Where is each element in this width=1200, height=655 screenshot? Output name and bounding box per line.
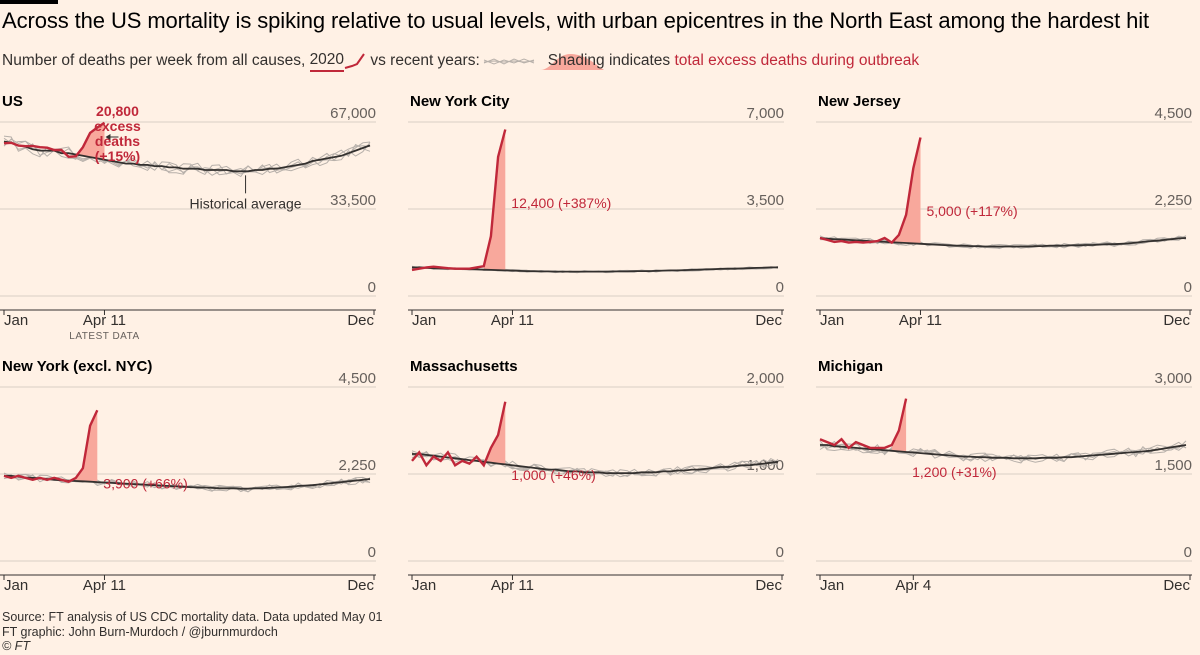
massachusetts-excess-label: 1,000 (+46%) [511, 467, 595, 483]
michigan-title: Michigan [818, 358, 883, 375]
new-york-city-x-tick-label: Apr 11 [491, 312, 534, 329]
us-historical-average-label: Historical average [190, 195, 302, 211]
us-recent-year-line [3, 140, 371, 175]
us-excess-label: deaths [95, 133, 140, 149]
us-y-tick-label: 33,500 [330, 192, 376, 209]
us-latest-data-label: LATEST DATA [69, 331, 139, 342]
michigan-historical-average-line [820, 444, 1187, 460]
new-jersey-title: New Jersey [818, 93, 901, 110]
us-title: US [2, 93, 23, 110]
new-jersey-x-tick-label: Jan [820, 312, 844, 329]
new-jersey-y-tick-label: 4,500 [1154, 105, 1192, 122]
massachusetts-line-2020 [411, 401, 507, 468]
us-excess-label: 20,800 [96, 103, 139, 119]
new-york-excl-nyc-excess-label: 3,900 (+66%) [103, 476, 187, 492]
source-note: Source: FT analysis of US CDC mortality … [2, 610, 383, 624]
michigan-x-tick-label: Dec [1163, 577, 1190, 594]
new-jersey-historical-average-line [819, 237, 1187, 248]
new-york-city-y-tick-label: 7,000 [746, 105, 784, 122]
new-york-excl-nyc-y-tick-label: 0 [368, 544, 376, 561]
us-excess-label: excess [94, 118, 141, 134]
us-x-tick-label: Jan [4, 312, 28, 329]
copyright: © FT [2, 639, 30, 653]
michigan-y-tick-label: 1,500 [1154, 457, 1192, 474]
subtitle: Number of deaths per week from all cause… [2, 50, 919, 72]
new-jersey-x-tick-label: Dec [1163, 312, 1190, 329]
shading-key-icon [539, 53, 604, 70]
new-york-city-line-2020 [411, 129, 507, 272]
new-york-city-x-tick-label: Dec [755, 312, 782, 329]
subtitle-text: Number of deaths per week from all cause… [2, 52, 306, 69]
page-title: Across the US mortality is spiking relat… [2, 8, 1150, 33]
us-excess-pointer-head [105, 134, 111, 140]
us-y-tick-label: 67,000 [330, 105, 376, 122]
us-x-tick-label: Apr 11 [83, 312, 126, 329]
new-jersey-y-tick-label: 2,250 [1154, 192, 1192, 209]
new-york-excl-nyc-y-tick-label: 4,500 [338, 370, 376, 387]
massachusetts-y-tick-label: 0 [776, 544, 784, 561]
graphic-credit: FT graphic: John Burn-Murdoch / @jburnmu… [2, 624, 278, 639]
us-y-tick-label: 0 [368, 279, 376, 296]
massachusetts-title: Massachusetts [410, 358, 518, 375]
new-york-excl-nyc-line-2020 [3, 409, 99, 483]
shading-indicates: indicates [608, 52, 671, 69]
michigan-x-tick-label: Apr 4 [895, 577, 931, 594]
massachusetts-y-tick-label: 2,000 [746, 370, 784, 387]
michigan-y-tick-label: 3,000 [1154, 370, 1192, 387]
us-excess-area [75, 122, 105, 160]
michigan-line-2020 [819, 398, 908, 450]
footer: Source: FT analysis of US CDC mortality … [2, 610, 383, 654]
massachusetts-x-tick-label: Apr 11 [491, 577, 534, 594]
us-x-tick-label: Dec [347, 312, 374, 329]
new-jersey-line-2020 [819, 137, 922, 245]
new-york-excl-nyc-x-tick-label: Jan [4, 577, 28, 594]
michigan-x-tick-label: Jan [820, 577, 844, 594]
new-york-city-y-tick-label: 0 [776, 279, 784, 296]
massachusetts-excess-area [483, 401, 506, 466]
new-york-city-historical-average-line [412, 266, 778, 273]
us-historical-average-line [3, 140, 371, 173]
new-jersey-excess-area [891, 137, 921, 244]
new-york-excl-nyc-x-tick-label: Apr 11 [83, 577, 126, 594]
new-york-excl-nyc-excess-area [75, 410, 98, 483]
massachusetts-x-tick-label: Jan [412, 577, 436, 594]
massachusetts-x-tick-label: Dec [755, 577, 782, 594]
new-york-city-excess-label: 12,400 (+387%) [511, 195, 611, 211]
us-excess-label: (+15%) [95, 148, 141, 164]
new-york-city-x-tick-label: Jan [412, 312, 436, 329]
new-jersey-y-tick-label: 0 [1184, 279, 1192, 296]
subtitle-year: 2020 [309, 51, 345, 72]
shading-word: Shading [547, 52, 605, 69]
line-2020-key-icon [344, 53, 365, 69]
new-york-excl-nyc-x-tick-label: Dec [347, 577, 374, 594]
massachusetts-recent-year-line [411, 451, 779, 477]
recent-years-key-icon [483, 58, 534, 65]
shading-description: total excess deaths during outbreak [674, 52, 920, 69]
new-jersey-excess-label: 5,000 (+117%) [926, 203, 1017, 219]
new-york-city-y-tick-label: 3,500 [746, 192, 784, 209]
new-york-excl-nyc-title: New York (excl. NYC) [2, 358, 152, 375]
us-line-2020 [3, 121, 106, 159]
brand-bar [0, 0, 58, 4]
michigan-y-tick-label: 0 [1184, 544, 1192, 561]
new-york-excl-nyc-y-tick-label: 2,250 [338, 457, 376, 474]
us-recent-year-line [3, 137, 371, 176]
new-jersey-x-tick-label: Apr 11 [899, 312, 942, 329]
michigan-excess-label: 1,200 (+31%) [912, 464, 996, 480]
subtitle-vs: vs recent years: [370, 52, 480, 69]
small-multiples-charts: US 67,000 33,500 0 Jan Apr 11 Dec LATEST DATA 20… [0, 93, 1192, 594]
new-york-city-title: New York City [410, 93, 510, 110]
